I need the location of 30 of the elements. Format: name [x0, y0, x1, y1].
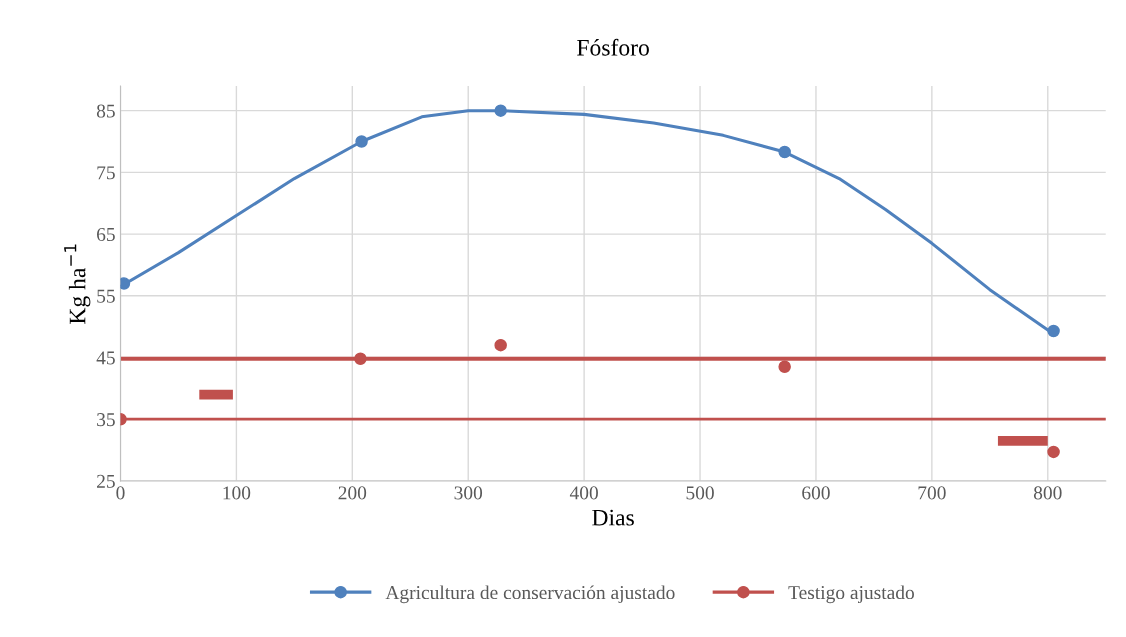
point: [354, 352, 367, 366]
x-tick-label: 0: [116, 486, 125, 500]
x-tick-label: 300: [454, 486, 483, 500]
point: [494, 338, 507, 352]
chart-title: Fósforo: [577, 38, 649, 56]
x-tick-label: 200: [338, 486, 367, 500]
y-axis-title: Kg ha$^{−1}$: [64, 244, 91, 324]
y-tick-label: 45: [96, 351, 115, 365]
x-tick-label: 700: [918, 486, 946, 500]
y-tick-label: 65: [97, 227, 115, 242]
y-tick-label: 25: [97, 474, 115, 488]
y-tick-label: 75: [97, 166, 115, 180]
x-tick-label: 800: [1033, 486, 1062, 500]
x-tick-label: 100: [223, 486, 251, 500]
y-tick-label: 85: [96, 104, 115, 118]
point: [120, 277, 131, 290]
point: [1047, 324, 1060, 338]
point: [778, 360, 791, 374]
legend-label: Testigo ajustado: [788, 585, 914, 604]
x-axis-title: Dias: [592, 509, 634, 526]
point: [1047, 445, 1060, 459]
x-tick-label: 600: [802, 486, 830, 500]
y-tick-label: 55: [97, 289, 115, 303]
point: [494, 104, 507, 117]
y-tick-label: 35: [97, 413, 115, 427]
point: [778, 145, 791, 159]
x-tick-label: 500: [686, 486, 714, 500]
x-tick-label: 400: [569, 486, 598, 500]
legend-label: Agricultura de conservación ajustado: [385, 585, 675, 604]
point: [355, 135, 368, 148]
